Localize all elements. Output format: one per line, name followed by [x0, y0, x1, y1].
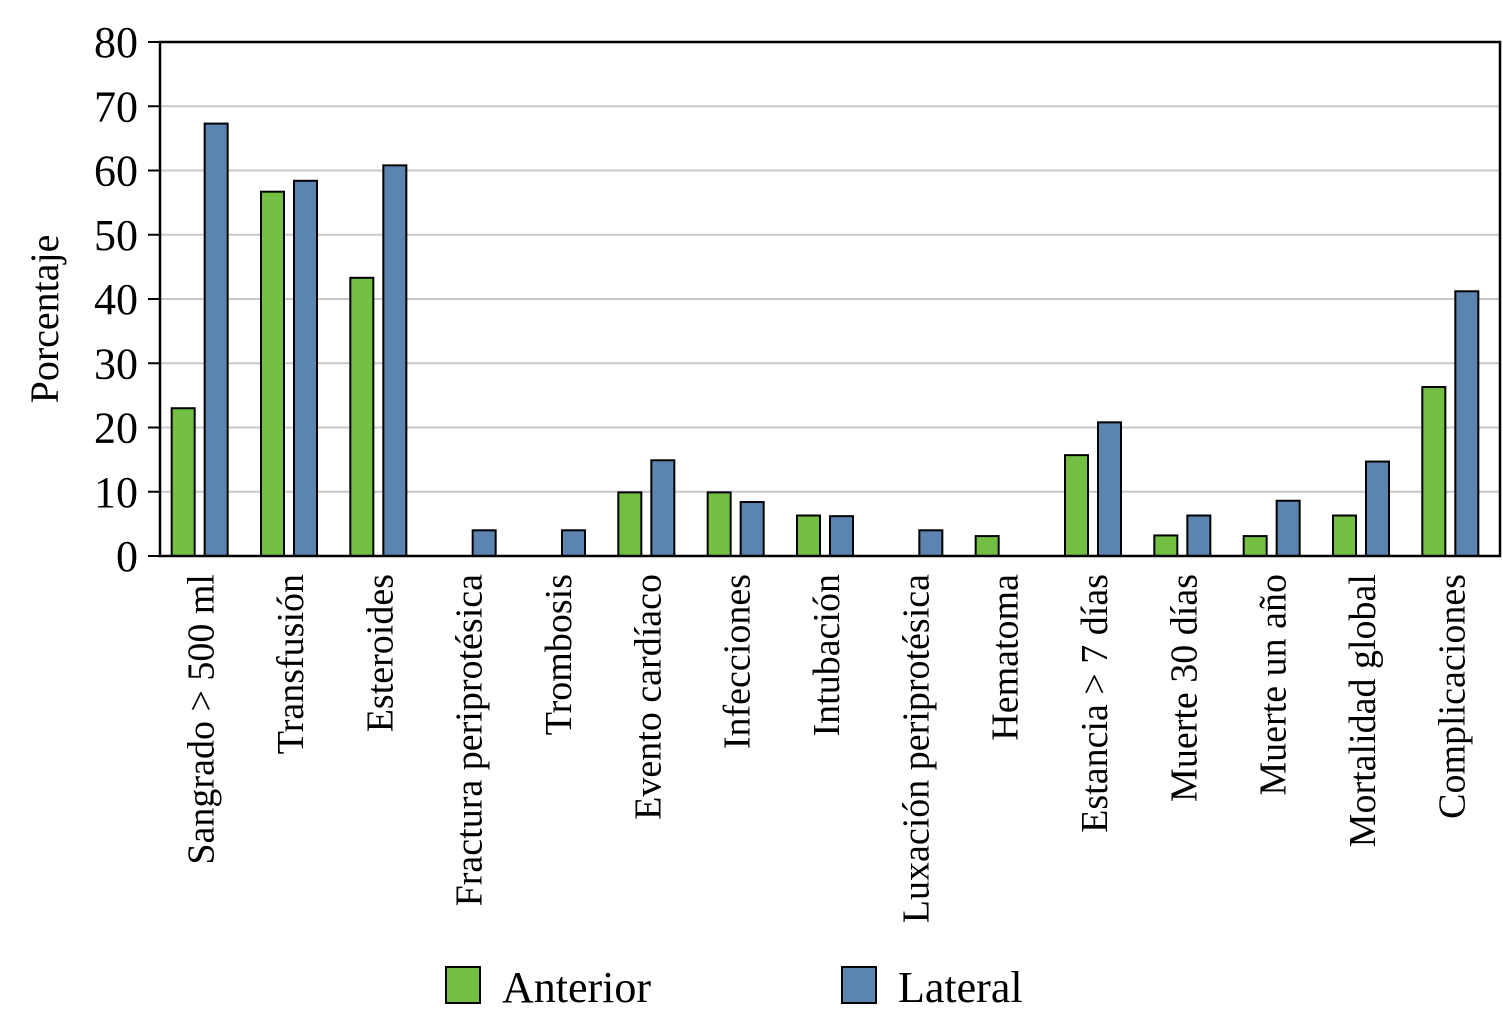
axes — [148, 40, 1502, 558]
y-tick-label: 70 — [94, 82, 138, 131]
x-tick-label: Trombosis — [538, 574, 580, 735]
bar-anterior — [1421, 386, 1447, 557]
bar-lateral — [203, 122, 229, 557]
y-tick-label: 50 — [94, 211, 138, 260]
labels: 0 10 20 30 40 50 60 70 80 Porcentaje Sangrado > 50… — [22, 18, 1473, 923]
bar-anterior — [796, 514, 821, 558]
bar-lateral — [918, 529, 944, 557]
bar-anterior — [170, 407, 196, 557]
y-tick-label: 40 — [94, 275, 138, 324]
x-tick-label: Esteroides — [359, 574, 401, 732]
legend-label-lateral: Lateral — [898, 963, 1023, 1012]
x-tick-label: Muerte un año — [1253, 574, 1295, 796]
x-tick-label: Evento cardíaco — [627, 574, 669, 820]
x-tick-label: Sangrado > 500 ml — [181, 574, 223, 865]
bar-anterior — [1153, 534, 1179, 558]
y-tick-label: 30 — [94, 339, 138, 388]
y-axis-title: Porcentaje — [22, 235, 67, 404]
x-tick-label: Fractura periprotésica — [449, 574, 491, 906]
x-tick-label: Hematoma — [985, 574, 1027, 741]
bar-anterior — [349, 276, 375, 557]
bar-anterior — [1242, 535, 1268, 558]
bar-lateral — [1365, 460, 1390, 557]
x-tick-label: Intubación — [806, 574, 848, 737]
bar-lateral — [829, 515, 854, 557]
legend: Anterior Lateral — [445, 963, 1023, 1012]
x-tick-label: Infecciones — [717, 574, 759, 749]
y-tick-label: 0 — [116, 532, 138, 581]
x-tick-label: Transfusión — [270, 574, 312, 754]
legend-label-anterior: Anterior — [502, 963, 651, 1012]
bar-anterior — [706, 491, 732, 557]
y-tick-label: 60 — [94, 147, 138, 196]
y-tick-label: 10 — [94, 468, 138, 517]
x-tick-label: Luxación periprotésica — [895, 574, 937, 923]
bar-lateral — [1097, 421, 1122, 557]
bar-anterior — [617, 491, 643, 557]
legend-swatch-lateral — [841, 966, 877, 1004]
bar-lateral — [1275, 499, 1301, 557]
bar-anterior — [974, 535, 1000, 558]
x-tick-label: Estancia > 7 días — [1074, 574, 1116, 833]
x-tick-label: Complicaciones — [1431, 574, 1473, 819]
bar-lateral — [382, 164, 408, 558]
bar-lateral — [293, 179, 318, 557]
bar-lateral — [1186, 514, 1212, 558]
bar-lateral — [739, 501, 765, 557]
x-tick-label: Muerte 30 días — [1163, 574, 1205, 802]
bar-anterior — [1332, 514, 1357, 558]
bar-lateral — [650, 459, 676, 557]
y-tick-label: 80 — [94, 18, 138, 67]
bar-lateral — [1454, 290, 1480, 557]
legend-swatch-anterior — [445, 966, 481, 1004]
plot-frame — [158, 40, 1502, 558]
y-tick-label: 20 — [94, 404, 138, 453]
bar-anterior — [1064, 454, 1089, 557]
bar-lateral — [471, 529, 497, 557]
bar-anterior — [260, 190, 285, 557]
x-tick-label: Mortalidad global — [1342, 574, 1384, 847]
bar-lateral — [561, 529, 586, 557]
